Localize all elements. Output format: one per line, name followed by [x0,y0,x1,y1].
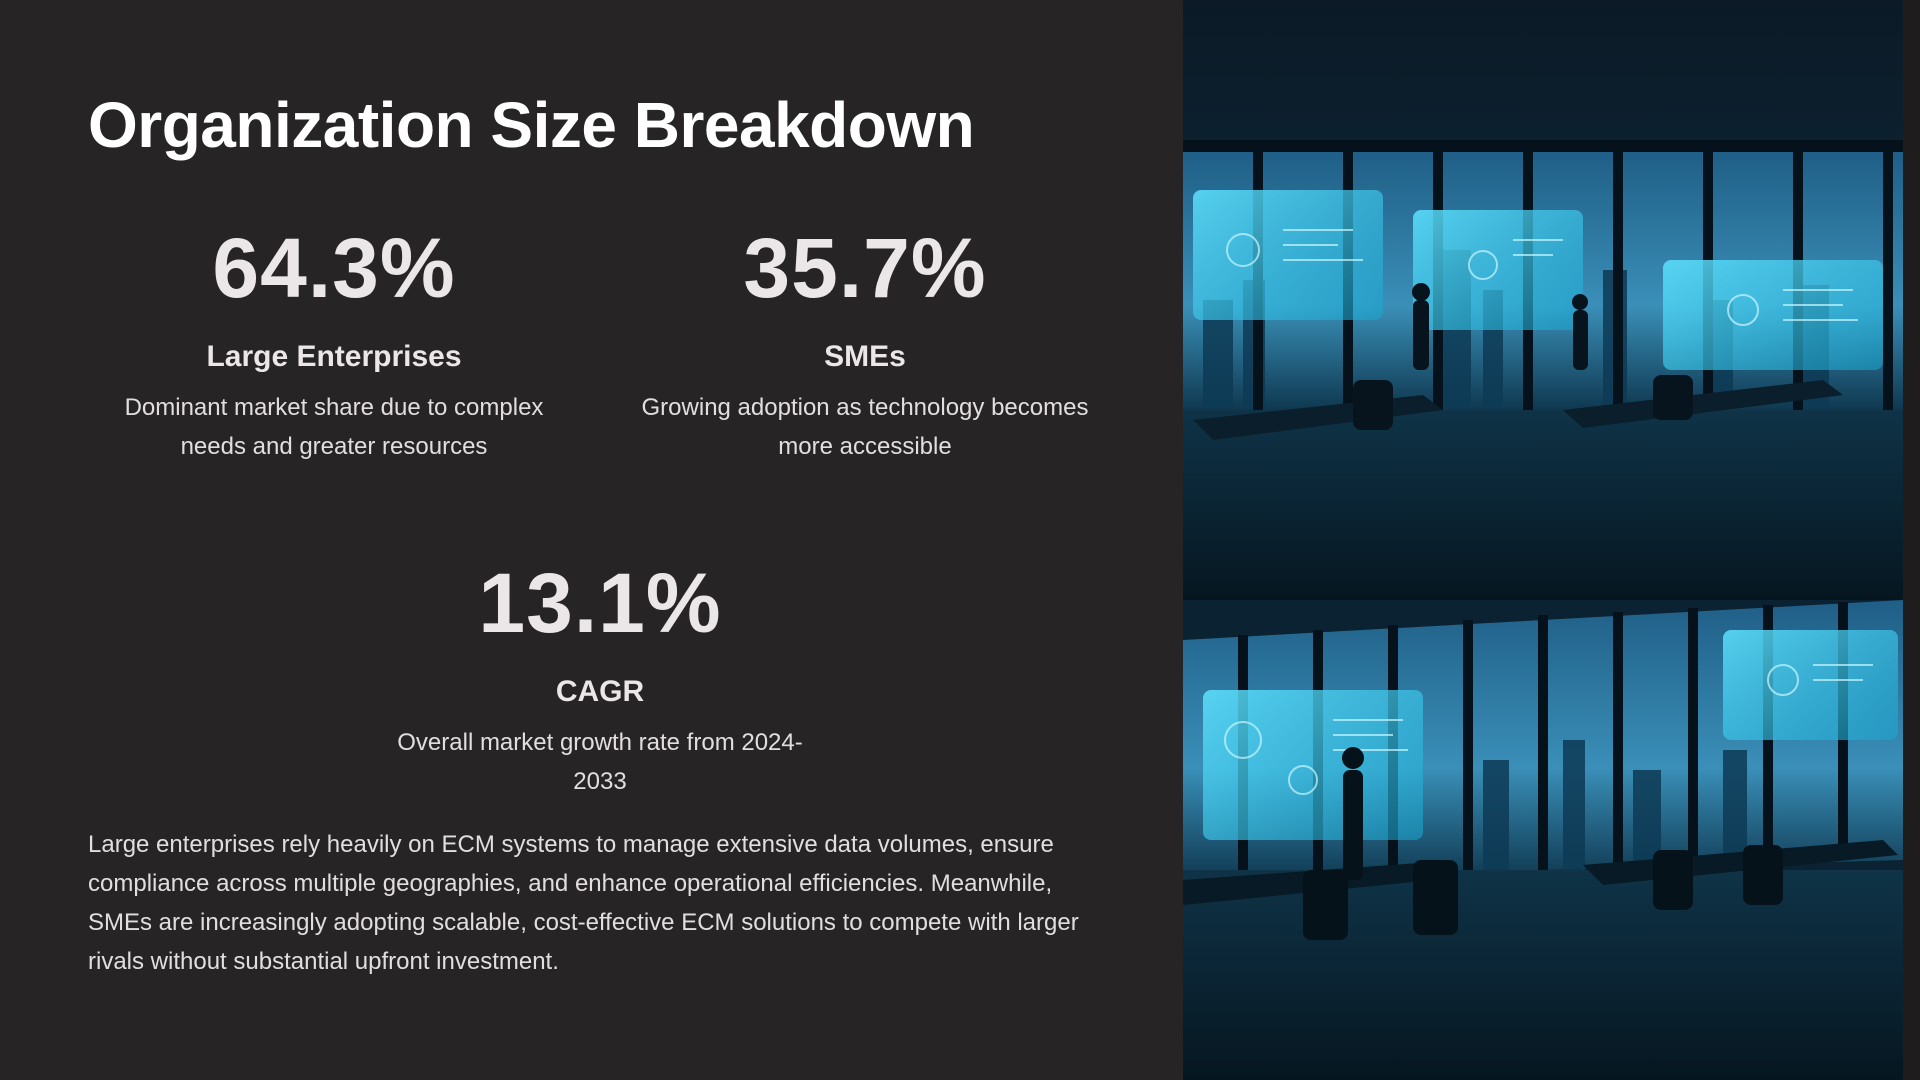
stat-value: 64.3% [212,221,456,315]
edge-strip [1903,0,1920,1080]
office-photo-illustration [1183,0,1903,1080]
body-paragraph: Large enterprises rely heavily on ECM sy… [88,831,1079,975]
stat-value: 35.7% [743,221,987,315]
stat-description: Growing adoption as technology becomes m… [641,394,1089,460]
stat-cagr: 13.1% CAGR Overall market growth rate fr… [360,561,840,801]
stat-description: Dominant market share due to complex nee… [124,394,544,460]
stat-label: SMEs [824,340,906,373]
stat-label: Large Enterprises [206,340,462,373]
stat-label: CAGR [555,675,645,708]
stat-value: 13.1% [478,556,722,650]
stat-large-enterprises: 64.3% Large Enterprises Dominant market … [100,226,568,466]
content-panel: Organization Size Breakdown 64.3% Large … [88,89,1110,975]
stat-description: Overall market growth rate from 2024-203… [397,729,803,795]
stat-smes: 35.7% SMEs Growing adoption as technolog… [620,226,1110,466]
page-title: Organization Size Breakdown [88,89,975,161]
office-photo-icon [1183,0,1903,1080]
